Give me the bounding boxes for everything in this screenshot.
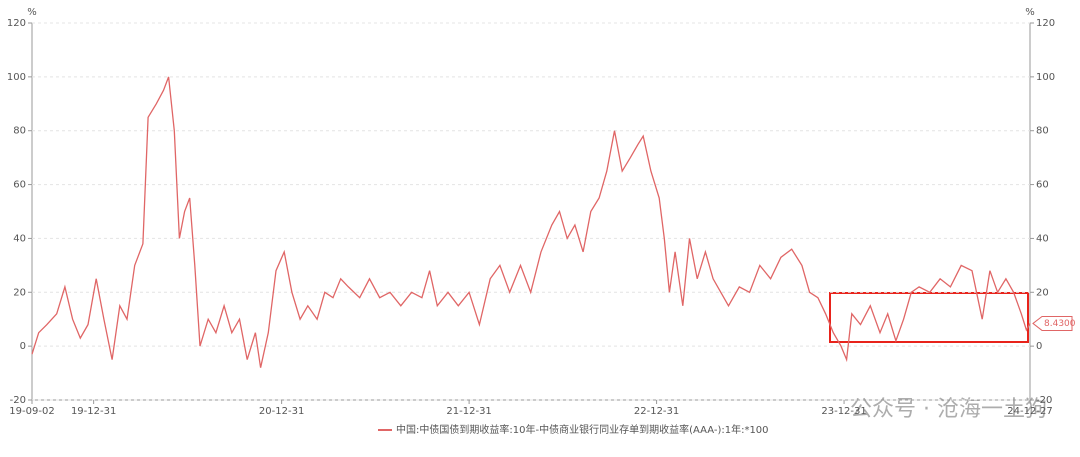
x-tick-label: 24-12-27 [1007, 406, 1052, 417]
legend-label: 中国:中债国债到期收益率:10年-中债商业银行同业存单到期收益率(AAA-):1… [396, 423, 769, 436]
y2-tick-label: 60 [1036, 180, 1049, 191]
series-line [31, 76, 1031, 368]
y2-tick-label: 40 [1036, 233, 1049, 244]
y-tick-label: 100 [7, 72, 26, 83]
y-tick-label: 60 [13, 180, 26, 191]
y-tick-label: 80 [13, 126, 26, 137]
annotation-label: 8.4300 [1044, 319, 1076, 329]
x-tick-label: 19-09-02 [9, 406, 54, 417]
y-tick-label: -20 [10, 395, 26, 406]
x-tick-label: 23-12-31 [821, 406, 866, 417]
watermark: 公众号 · 沧海一土狗 [850, 397, 1047, 422]
y2-tick-label: 0 [1036, 341, 1042, 352]
y-tick-label: 20 [13, 287, 26, 298]
x-tick-label: 20-12-31 [259, 406, 304, 417]
highlight-box [829, 292, 1029, 343]
x-tick-label: 21-12-31 [446, 406, 491, 417]
y2-tick-label: 100 [1036, 72, 1055, 83]
y-tick-label: 0 [20, 341, 26, 352]
y-unit: % [27, 7, 37, 18]
y2-tick-label: 120 [1036, 18, 1055, 29]
y2-tick-label: 80 [1036, 126, 1049, 137]
x-tick-label: 19-12-31 [71, 406, 116, 417]
y2-unit: % [1025, 7, 1035, 18]
y-tick-label: 40 [13, 233, 26, 244]
x-tick-label: 22-12-31 [634, 406, 679, 417]
y2-tick-label: 20 [1036, 287, 1049, 298]
y-tick-label: 120 [7, 18, 26, 29]
y2-tick-label: -20 [1036, 395, 1052, 406]
annotation-box [1032, 315, 1073, 331]
